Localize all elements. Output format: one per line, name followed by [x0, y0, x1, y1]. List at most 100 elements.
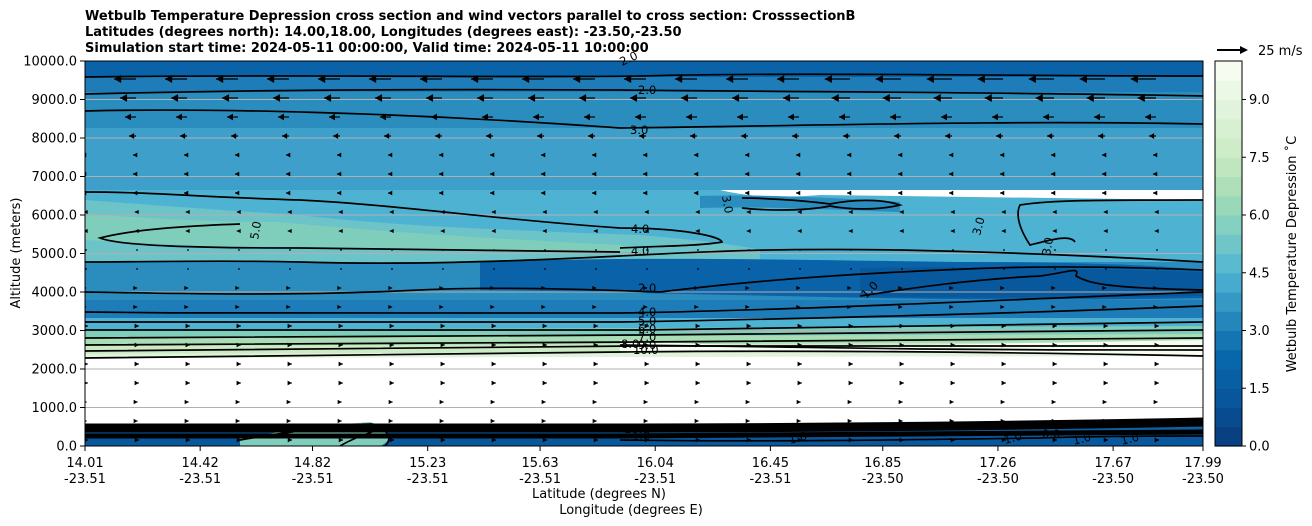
x-tick-label-lon: -23.51 — [292, 472, 334, 487]
x-tick-label-lat: 15.63 — [521, 456, 558, 471]
wind-vector-head — [477, 94, 485, 102]
wind-vector-head — [694, 418, 699, 424]
wind-vector-head — [745, 171, 750, 177]
wind-vector-head — [746, 342, 751, 348]
wind-vector-head — [431, 113, 437, 121]
contour-label: 1.0 — [1119, 430, 1140, 448]
wind-vector-head — [1102, 418, 1107, 424]
wind-vector-head — [894, 133, 900, 139]
wind-vector-head — [338, 361, 343, 367]
wind-vector-head — [1154, 342, 1159, 348]
wind-vector-head — [278, 113, 284, 121]
wind-vector-head — [440, 209, 445, 215]
wind-vector-head — [440, 380, 445, 386]
wind-vector — [85, 249, 87, 251]
contour-line — [339, 431, 373, 446]
wind-vector-head — [236, 361, 241, 367]
wind-vector-head — [267, 75, 275, 83]
x-tick-label-lon: -23.51 — [634, 472, 676, 487]
wind-vector-head — [1153, 171, 1158, 177]
wind-vector-head — [491, 380, 496, 386]
wind-vector-head — [898, 399, 903, 405]
wind-vector-head — [491, 361, 496, 367]
wind-vector-head — [184, 190, 189, 196]
x-tick-label-lon: -23.50 — [1092, 472, 1134, 487]
contour-line — [85, 429, 1203, 439]
wind-vector-head — [984, 94, 992, 102]
wind-vector — [1105, 249, 1107, 251]
wind-vector-head — [1145, 113, 1151, 121]
colorbar-frame — [1214, 60, 1243, 447]
contour-label: 7.0 — [638, 330, 656, 344]
wind-vector — [442, 249, 444, 251]
wind-vector-head — [745, 304, 750, 310]
wind-vector-head — [63, 75, 70, 83]
wind-vector — [748, 268, 750, 270]
x-tick-label-lon: -23.51 — [519, 472, 561, 487]
band-mid-peak — [85, 214, 640, 252]
wind-vector-head — [388, 190, 393, 196]
band-top-dark — [85, 61, 1203, 77]
wind-vector-head — [1000, 285, 1005, 291]
wind-vector-head — [694, 190, 699, 196]
wind-vector-head — [950, 209, 955, 215]
chart-title-line-3: Simulation start time: 2024-05-11 00:00:… — [85, 41, 649, 56]
wind-vector-head — [236, 228, 241, 234]
wind-vector-head — [644, 209, 649, 215]
colorbar-band — [1215, 253, 1242, 274]
wind-vector-head — [1000, 399, 1005, 405]
wind-vector-head — [1102, 304, 1107, 310]
wind-vector-head — [528, 94, 536, 102]
wind-vector-head — [231, 133, 237, 139]
wind-vector — [1003, 268, 1005, 270]
wind-vector-head — [839, 113, 845, 121]
wind-vector-head — [165, 75, 173, 83]
wind-vector-head — [746, 209, 751, 215]
colorbar-band — [1215, 99, 1242, 120]
wind-vector-head — [287, 342, 292, 348]
wind-vector-head — [1001, 323, 1006, 329]
wind-vector-head — [440, 361, 445, 367]
wind-vector-head — [287, 437, 292, 443]
wind-vector-head — [134, 209, 139, 215]
colorbar-band — [1215, 388, 1242, 409]
x-tick-label-lon: -23.51 — [64, 472, 106, 487]
wind-vector-head — [389, 437, 394, 443]
wind-vector-head — [695, 209, 700, 215]
wind-vector-head — [644, 361, 649, 367]
y-tick-label: 10000.0 — [23, 55, 77, 70]
wind-vector-head — [847, 399, 852, 405]
wind-vector-head — [824, 75, 832, 83]
x-axis-label-longitude: Longitude (degrees E) — [559, 503, 703, 518]
wind-vector-head — [439, 418, 444, 424]
wind-vector-head — [235, 418, 240, 424]
wind-vector-head — [847, 152, 852, 158]
wind-vector-head — [236, 209, 241, 215]
wind-vector — [595, 249, 597, 251]
wind-vector-head — [1035, 94, 1043, 102]
wind-vector-head — [1130, 75, 1138, 83]
wind-vector-head — [635, 113, 641, 121]
wind-vector — [391, 249, 393, 251]
wind-vector-head — [847, 418, 852, 424]
wind-vector-head — [890, 113, 896, 121]
contour-label: 3.0 — [969, 215, 987, 236]
y-tick-label: 4000.0 — [32, 286, 78, 301]
wind-vector-head — [486, 133, 492, 139]
wind-vector-head — [389, 361, 394, 367]
y-tick-label: 9000.0 — [32, 93, 78, 108]
wind-vector-head — [639, 133, 645, 139]
wind-vector-head — [1000, 190, 1005, 196]
wind-vector-head — [133, 171, 138, 177]
wind-vector-head — [1103, 437, 1108, 443]
wind-vector-head — [1052, 342, 1057, 348]
wind-vector-head — [992, 113, 998, 121]
wind-vector-head — [389, 323, 394, 329]
wind-vector-head — [1153, 152, 1158, 158]
wind-vector-head — [643, 304, 648, 310]
band-upper-1 — [85, 77, 1203, 92]
x-tick-label-lat: 16.85 — [864, 456, 901, 471]
wind-vector-head — [236, 437, 241, 443]
contour-line — [85, 305, 1203, 323]
wind-vector-head — [1154, 380, 1159, 386]
